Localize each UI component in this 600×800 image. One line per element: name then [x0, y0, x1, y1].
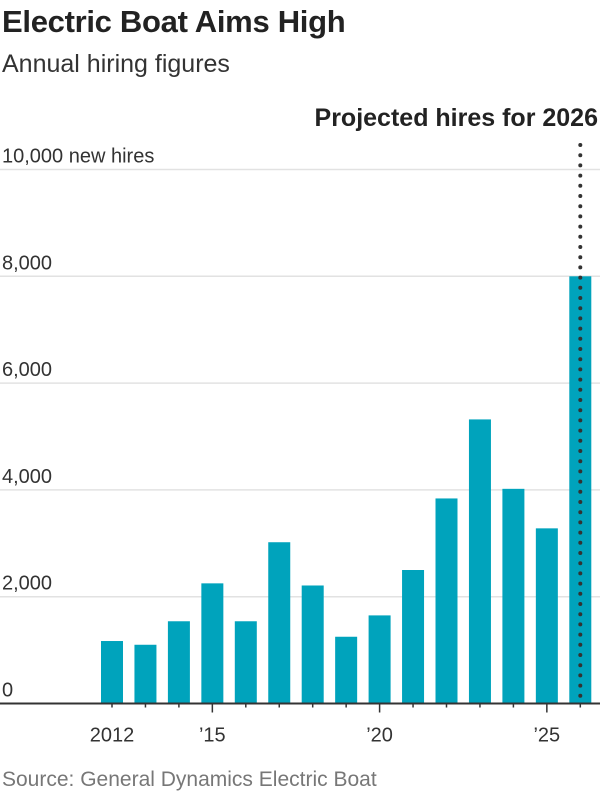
bar-2016	[234, 621, 257, 704]
x-tick-label: 2012	[90, 725, 135, 747]
bar-2012	[101, 641, 123, 704]
bar-2015	[201, 583, 224, 704]
bar-2020	[368, 615, 391, 704]
x-tick-label: ’25	[533, 725, 560, 747]
y-tick-label: 4,000	[2, 466, 52, 488]
chart-subtitle: Annual hiring figures	[2, 50, 230, 78]
source-note: Source: General Dynamics Electric Boat	[2, 768, 377, 791]
bar-2022	[435, 498, 458, 704]
x-tick-label: ’20	[366, 725, 393, 747]
bar-2024	[502, 488, 525, 704]
bar-2025	[535, 528, 558, 704]
chart-title: Electric Boat Aims High	[2, 4, 346, 39]
y-tick-label: 10,000 new hires	[2, 146, 154, 168]
y-tick-label: 6,000	[2, 359, 52, 381]
bar-2023	[468, 419, 491, 704]
y-tick-label: 2,000	[2, 573, 52, 595]
x-tick-label: ’15	[199, 725, 226, 747]
bar-2013	[134, 644, 157, 704]
bar-2017	[268, 542, 291, 704]
y-tick-label: 8,000	[2, 252, 52, 274]
y-tick-label: 0	[2, 680, 13, 702]
bar-2019	[335, 636, 358, 704]
bar-2014	[167, 621, 190, 704]
bar-2021	[402, 570, 425, 704]
projection-annotation: Projected hires for 2026	[315, 104, 598, 132]
bar-2018	[301, 585, 324, 704]
